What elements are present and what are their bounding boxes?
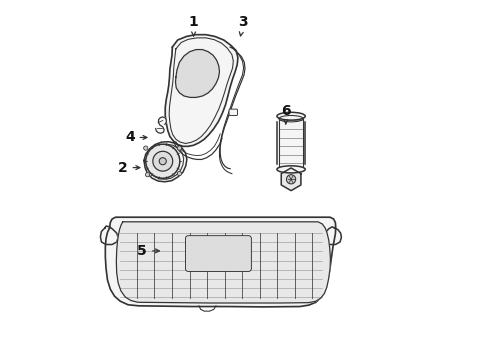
Ellipse shape	[277, 112, 305, 120]
Polygon shape	[156, 117, 166, 133]
Circle shape	[146, 144, 180, 178]
Circle shape	[144, 146, 148, 150]
Polygon shape	[281, 168, 301, 191]
Polygon shape	[105, 217, 336, 307]
Polygon shape	[144, 142, 187, 182]
Circle shape	[177, 171, 182, 176]
Polygon shape	[116, 222, 330, 303]
Text: 5: 5	[137, 244, 159, 258]
Text: 4: 4	[125, 130, 147, 144]
Circle shape	[177, 146, 182, 150]
FancyBboxPatch shape	[185, 236, 251, 271]
Polygon shape	[165, 35, 238, 146]
Circle shape	[146, 172, 149, 177]
Circle shape	[287, 175, 295, 184]
Text: 1: 1	[189, 15, 198, 36]
FancyBboxPatch shape	[229, 109, 238, 116]
Polygon shape	[324, 227, 342, 244]
Ellipse shape	[277, 166, 305, 173]
Text: 2: 2	[118, 161, 140, 175]
Text: 3: 3	[239, 15, 248, 36]
Circle shape	[153, 151, 172, 171]
Text: 6: 6	[281, 104, 291, 124]
Polygon shape	[175, 50, 220, 98]
Polygon shape	[277, 116, 305, 169]
Circle shape	[159, 158, 166, 165]
Polygon shape	[100, 226, 118, 244]
